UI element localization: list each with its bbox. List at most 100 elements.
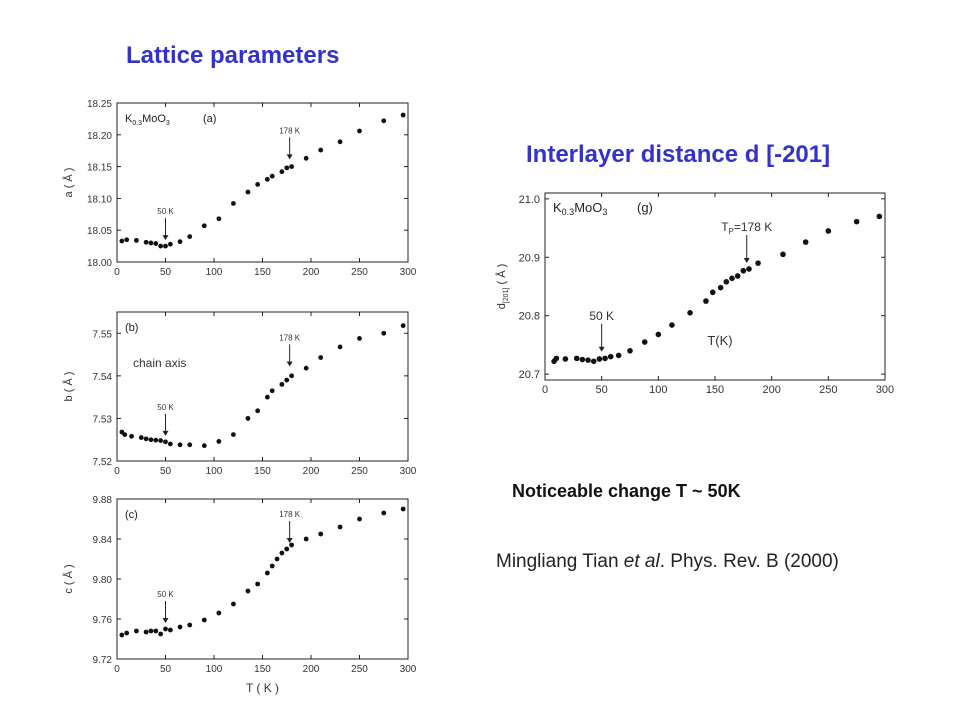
annotation-label: 50 K: [589, 309, 614, 323]
data-point: [255, 581, 261, 587]
data-point: [255, 408, 261, 414]
data-point: [269, 173, 275, 179]
data-point: [303, 365, 309, 371]
data-point: [400, 112, 406, 118]
data-point: [153, 437, 159, 443]
y-tick-label: 18.10: [87, 194, 112, 205]
x-tick-label: 0: [114, 466, 120, 477]
data-point: [264, 176, 270, 182]
data-point: [318, 531, 324, 537]
x-tick-label: 150: [706, 384, 724, 396]
data-point: [590, 358, 597, 365]
data-point: [289, 373, 294, 379]
compound-k-sub: 0.3: [132, 120, 142, 127]
x-tick-label: 200: [303, 664, 320, 675]
data-point: [148, 628, 154, 634]
y-tick-label: 18.00: [87, 258, 112, 269]
data-point: [318, 147, 324, 153]
data-point: [167, 441, 173, 447]
data-point: [143, 239, 149, 245]
data-point: [167, 627, 173, 633]
data-point: [279, 381, 285, 387]
y-tick-label: 9.80: [93, 575, 113, 586]
data-point: [825, 228, 832, 234]
data-point: [802, 239, 809, 245]
data-point: [615, 352, 622, 359]
data-point: [143, 629, 149, 635]
annotation-label-rest: =178 K: [734, 220, 772, 234]
data-point: [187, 442, 193, 448]
data-point: [245, 416, 251, 421]
data-point: [853, 218, 860, 225]
data-point: [148, 437, 154, 443]
data-point: [562, 356, 569, 362]
data-point: [740, 267, 747, 274]
annotation-label: 178 K: [279, 126, 301, 135]
y-axis-label: c ( Å ): [62, 564, 75, 593]
data-point: [119, 632, 125, 638]
annotation-arrow-head: [743, 257, 750, 263]
y-axis-label-main: d: [496, 303, 508, 309]
y-axis-label: b ( Å ): [62, 372, 75, 402]
data-point: [122, 432, 128, 438]
y-tick-label: 7.55: [93, 329, 113, 340]
data-point: [607, 353, 614, 360]
y-tick-label: 7.53: [93, 414, 113, 425]
x-tick-label: 50: [160, 466, 172, 477]
annotation-arrow-head: [286, 538, 293, 543]
annotation-label-sub: P: [729, 227, 734, 236]
plot-frame: [544, 192, 886, 381]
data-point: [187, 234, 193, 239]
x-tick-label: 100: [206, 267, 223, 278]
data-point: [177, 442, 183, 448]
data-point: [153, 241, 159, 246]
data-point: [124, 630, 130, 636]
annotation-arrow-head: [286, 154, 293, 160]
data-point: [669, 322, 675, 328]
data-point: [337, 524, 343, 530]
data-point: [177, 624, 183, 630]
x-tick-label: 150: [254, 664, 271, 675]
compound-moo-sub: 3: [602, 207, 607, 217]
y-axis-label-sub: [201]: [503, 288, 510, 304]
data-point: [264, 570, 270, 576]
data-point: [357, 335, 362, 341]
slide-title-right: Interlayer distance d [-201]: [526, 141, 831, 168]
data-point: [231, 601, 236, 607]
data-point: [177, 239, 183, 245]
data-point: [167, 241, 173, 247]
data-point: [216, 439, 222, 444]
data-point: [187, 622, 193, 628]
x-tick-label: 50: [160, 267, 172, 278]
x-tick-label: 100: [206, 466, 223, 477]
annotation-label: TP=178 K: [721, 220, 772, 236]
x-tick-label: 100: [649, 384, 667, 396]
slide-title-left: Lattice parameters: [126, 42, 340, 69]
data-point: [357, 128, 362, 134]
data-point: [318, 355, 324, 360]
compound-moo: MoO: [574, 200, 602, 215]
data-point: [269, 388, 275, 394]
x-tick-label: 250: [819, 384, 837, 396]
data-point: [279, 169, 285, 175]
panel-label: (b): [125, 322, 138, 334]
data-point: [655, 331, 662, 338]
x-tick-label: 0: [542, 384, 548, 396]
data-point: [158, 438, 164, 443]
data-point: [717, 284, 724, 291]
annotation-label: 50 K: [157, 403, 174, 412]
data-point: [143, 436, 149, 442]
data-point: [780, 251, 786, 258]
data-point: [400, 323, 406, 329]
x-tick-label: 200: [303, 267, 320, 278]
y-tick-label: 9.84: [93, 535, 113, 546]
compound-moo-sub: 3: [166, 120, 170, 127]
plot-frame: [116, 102, 409, 263]
data-point: [158, 631, 164, 637]
y-tick-label: 20.7: [519, 369, 540, 381]
annotation-label: 178 K: [279, 333, 301, 342]
data-point: [687, 309, 693, 316]
x-tick-label: 300: [400, 466, 417, 477]
chart-panel-b: 0 50 100 150 200 250 300 7.52 7.53 7.54 7.55 b ( Å …: [62, 311, 417, 477]
panel-label: (c): [125, 509, 138, 521]
